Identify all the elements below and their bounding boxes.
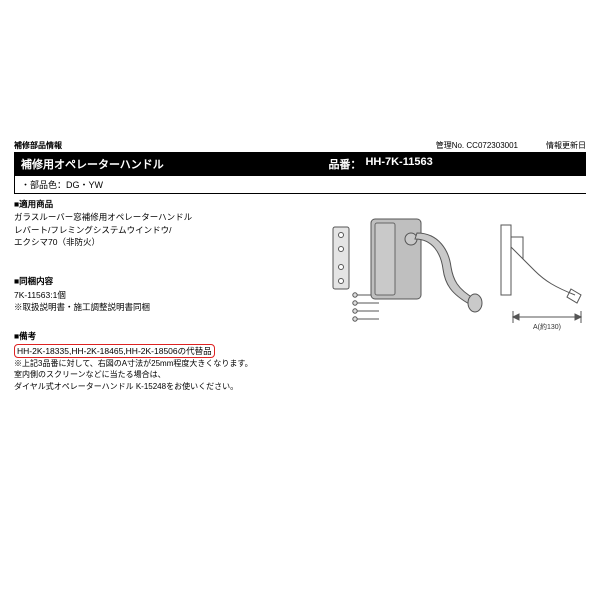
remarks-note1: ※上記3品番に対して、右図のA寸法が25mm程度大きくなります。 bbox=[14, 358, 323, 370]
applicable-heading: 適用商品 bbox=[14, 198, 323, 210]
remarks-note3: ダイヤル式オペレーターハンドル K-15248をお使いください。 bbox=[14, 381, 323, 393]
title-block: 補修用オペレーターハンドル 品番： HH-7K-11563 ・部品色：DG・YW bbox=[14, 152, 586, 194]
applicable-line1: ガラスルーバー窓補修用オペレーターハンドル bbox=[14, 211, 323, 223]
section-title: 補修部品情報 bbox=[14, 140, 62, 151]
mgmt-no: CC072303001 bbox=[466, 141, 518, 150]
product-code: HH-7K-11563 bbox=[365, 156, 432, 172]
contents-line2: ※取扱説明書・施工調整説明書同梱 bbox=[14, 301, 323, 313]
title-row: 補修用オペレーターハンドル 品番： HH-7K-11563 bbox=[15, 153, 586, 175]
code-label: 品番： bbox=[328, 156, 361, 172]
applicable-line3: エクシマ70（非防火） bbox=[14, 236, 323, 248]
mgmt-no-block: 管理No. CC072303001 bbox=[436, 140, 518, 151]
colors-line: ・部品色：DG・YW bbox=[15, 175, 586, 193]
dim-label: A(約130) bbox=[533, 322, 561, 331]
remarks-highlight-wrap: HH-2K-18335,HH-2K-18465,HH-2K-18506の代替品 bbox=[14, 344, 323, 358]
spacer-2 bbox=[14, 313, 323, 327]
spacer-1 bbox=[14, 248, 323, 272]
remarks-heading: 備考 bbox=[14, 330, 323, 342]
page-root: 補修部品情報 管理No. CC072303001 情報更新日 補修用オペレーター… bbox=[0, 0, 600, 600]
topbar-right: 管理No. CC072303001 情報更新日 bbox=[436, 140, 586, 151]
product-name: 補修用オペレーターハンドル bbox=[21, 156, 328, 172]
contents-heading: 同梱内容 bbox=[14, 275, 323, 287]
mgmt-label: 管理No. bbox=[436, 141, 464, 150]
diagram-column: A(約130) bbox=[323, 195, 586, 345]
update-label: 情報更新日 bbox=[546, 140, 586, 151]
applicable-line2: レバート/フレミングシステムウインドウ/ bbox=[14, 224, 323, 236]
product-diagram: A(約130) bbox=[323, 199, 593, 339]
topbar: 補修部品情報 管理No. CC072303001 情報更新日 bbox=[14, 140, 586, 151]
remarks-note2: 室内側のスクリーンなどに当たる場合は、 bbox=[14, 369, 323, 381]
contents-line1: 7K-11563:1個 bbox=[14, 289, 323, 301]
body: 適用商品 ガラスルーバー窓補修用オペレーターハンドル レバート/フレミングシステ… bbox=[14, 195, 586, 393]
text-column: 適用商品 ガラスルーバー窓補修用オペレーターハンドル レバート/フレミングシステ… bbox=[14, 195, 323, 393]
remarks-highlight: HH-2K-18335,HH-2K-18465,HH-2K-18506の代替品 bbox=[14, 344, 215, 358]
